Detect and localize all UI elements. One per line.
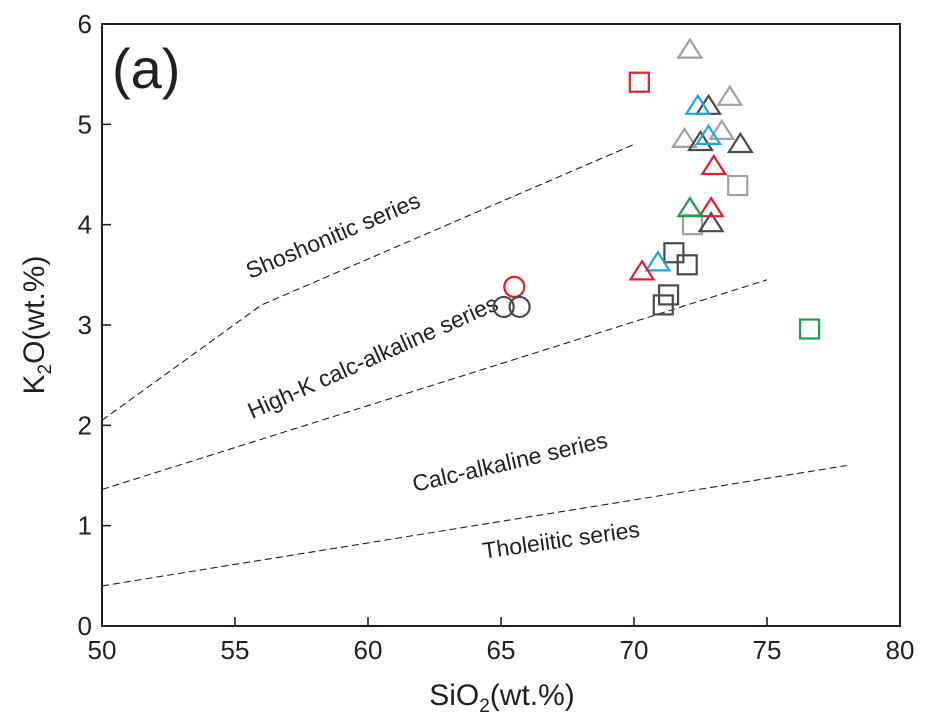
series-label: Calc-alkaline series bbox=[410, 427, 610, 497]
data-point-circle-red bbox=[503, 275, 526, 298]
data-point-circle-dark bbox=[508, 295, 531, 319]
x-tick-label: 60 bbox=[354, 635, 383, 665]
data-point-square-dark bbox=[663, 242, 685, 264]
x-tick-label: 55 bbox=[221, 635, 250, 665]
x-axis-title-main: SiO bbox=[429, 679, 479, 712]
y-axis-title-subscript: 2 bbox=[35, 364, 56, 375]
series-label: High-K calc-alkaline series bbox=[244, 290, 502, 424]
shoshonitic-boundary bbox=[101, 143, 635, 421]
data-point-triangle-blue bbox=[684, 93, 712, 115]
data-point-triangle-dark bbox=[686, 129, 715, 152]
boundary-lines bbox=[101, 143, 847, 587]
x-axis-title: SiO2(wt.%) bbox=[429, 679, 575, 717]
panel-label: (a) bbox=[112, 37, 180, 100]
y-tick-label: 5 bbox=[78, 109, 92, 139]
data-point-triangle-dark bbox=[697, 211, 725, 233]
x-tick-label: 70 bbox=[620, 635, 649, 665]
data-point-triangle-gray bbox=[670, 126, 699, 148]
y-axis-ticks: 0 1 2 3 4 5 6 bbox=[78, 9, 111, 641]
x-tick-label: 50 bbox=[88, 635, 117, 665]
y-axis-title-main: K bbox=[18, 374, 51, 394]
data-point-triangle-gray bbox=[676, 37, 704, 59]
y-axis-title: K2O(wt.%) bbox=[18, 256, 56, 395]
data-point-square-red bbox=[628, 71, 650, 93]
data-point-triangle-red bbox=[697, 196, 725, 218]
y-tick-label: 4 bbox=[78, 210, 92, 240]
x-axis-title-subscript: 2 bbox=[479, 696, 490, 717]
data-point-triangle-blue bbox=[694, 123, 723, 145]
series-label: Shoshonitic series bbox=[242, 187, 424, 284]
data-point-triangle-red bbox=[700, 153, 728, 176]
data-point-triangle-dark bbox=[726, 131, 754, 154]
data-point-triangle-red bbox=[628, 259, 656, 281]
data-point-triangle-gray bbox=[716, 84, 744, 106]
data-point-circle-dark bbox=[492, 295, 515, 319]
data-point-square-gray bbox=[727, 174, 749, 197]
x-tick-label: 80 bbox=[886, 635, 915, 665]
y-tick-label: 0 bbox=[78, 611, 92, 641]
x-axis-title-rest: (wt.%) bbox=[490, 679, 575, 712]
high-k-boundary bbox=[101, 279, 768, 491]
y-tick-label: 6 bbox=[78, 9, 92, 39]
data-point-square-dark bbox=[652, 294, 674, 316]
y-tick-label: 2 bbox=[78, 410, 92, 440]
y-tick-label: 1 bbox=[78, 511, 92, 541]
x-tick-label: 75 bbox=[753, 635, 782, 665]
x-tick-label: 65 bbox=[487, 635, 516, 665]
data-point-triangle-gray bbox=[708, 118, 736, 140]
data-points bbox=[492, 37, 821, 340]
x-axis-ticks: 50 55 60 65 70 75 80 bbox=[88, 617, 915, 665]
data-point-square-dark bbox=[676, 254, 698, 276]
calc-alkaline-boundary bbox=[101, 464, 847, 587]
data-point-square-green bbox=[798, 318, 821, 340]
y-axis-title-rest: O(wt.%) bbox=[18, 256, 51, 364]
y-tick-label: 3 bbox=[78, 310, 92, 340]
data-point-triangle-blue bbox=[644, 250, 672, 272]
data-point-triangle-green bbox=[676, 196, 704, 218]
series-label: Tholeiitic series bbox=[481, 516, 642, 564]
